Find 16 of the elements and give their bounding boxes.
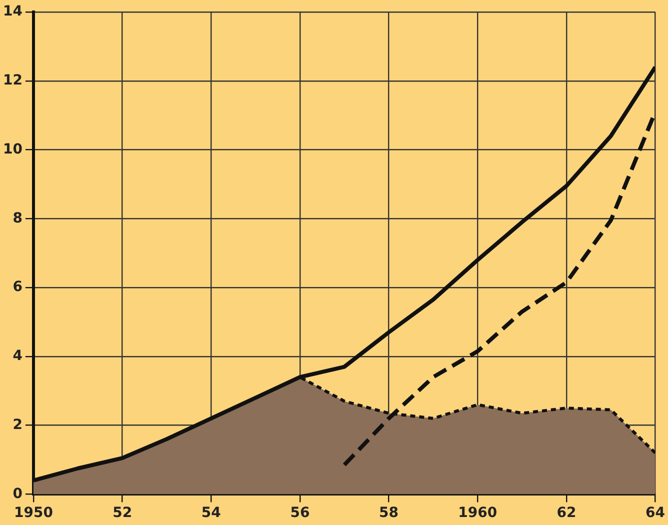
y-tick-label: 4 <box>12 348 23 364</box>
y-tick-label: 0 <box>12 486 23 502</box>
x-tick-label: 1960 <box>458 505 498 522</box>
y-tick-label: 12 <box>3 72 22 89</box>
y-tick-label: 8 <box>12 210 22 226</box>
x-tick-label: 54 <box>201 505 222 522</box>
x-tick-label: 1950 <box>14 505 54 522</box>
x-tick-label: 58 <box>379 505 399 522</box>
y-tick-label: 10 <box>3 141 23 158</box>
x-tick-label: 52 <box>112 505 132 522</box>
y-tick-label: 6 <box>12 279 22 296</box>
y-tick-label: 2 <box>12 416 22 433</box>
y-tick-label: 14 <box>3 4 23 20</box>
x-tick-label: 56 <box>290 505 310 522</box>
x-tick-label: 62 <box>556 505 576 522</box>
x-tick-label: 64 <box>646 505 666 522</box>
